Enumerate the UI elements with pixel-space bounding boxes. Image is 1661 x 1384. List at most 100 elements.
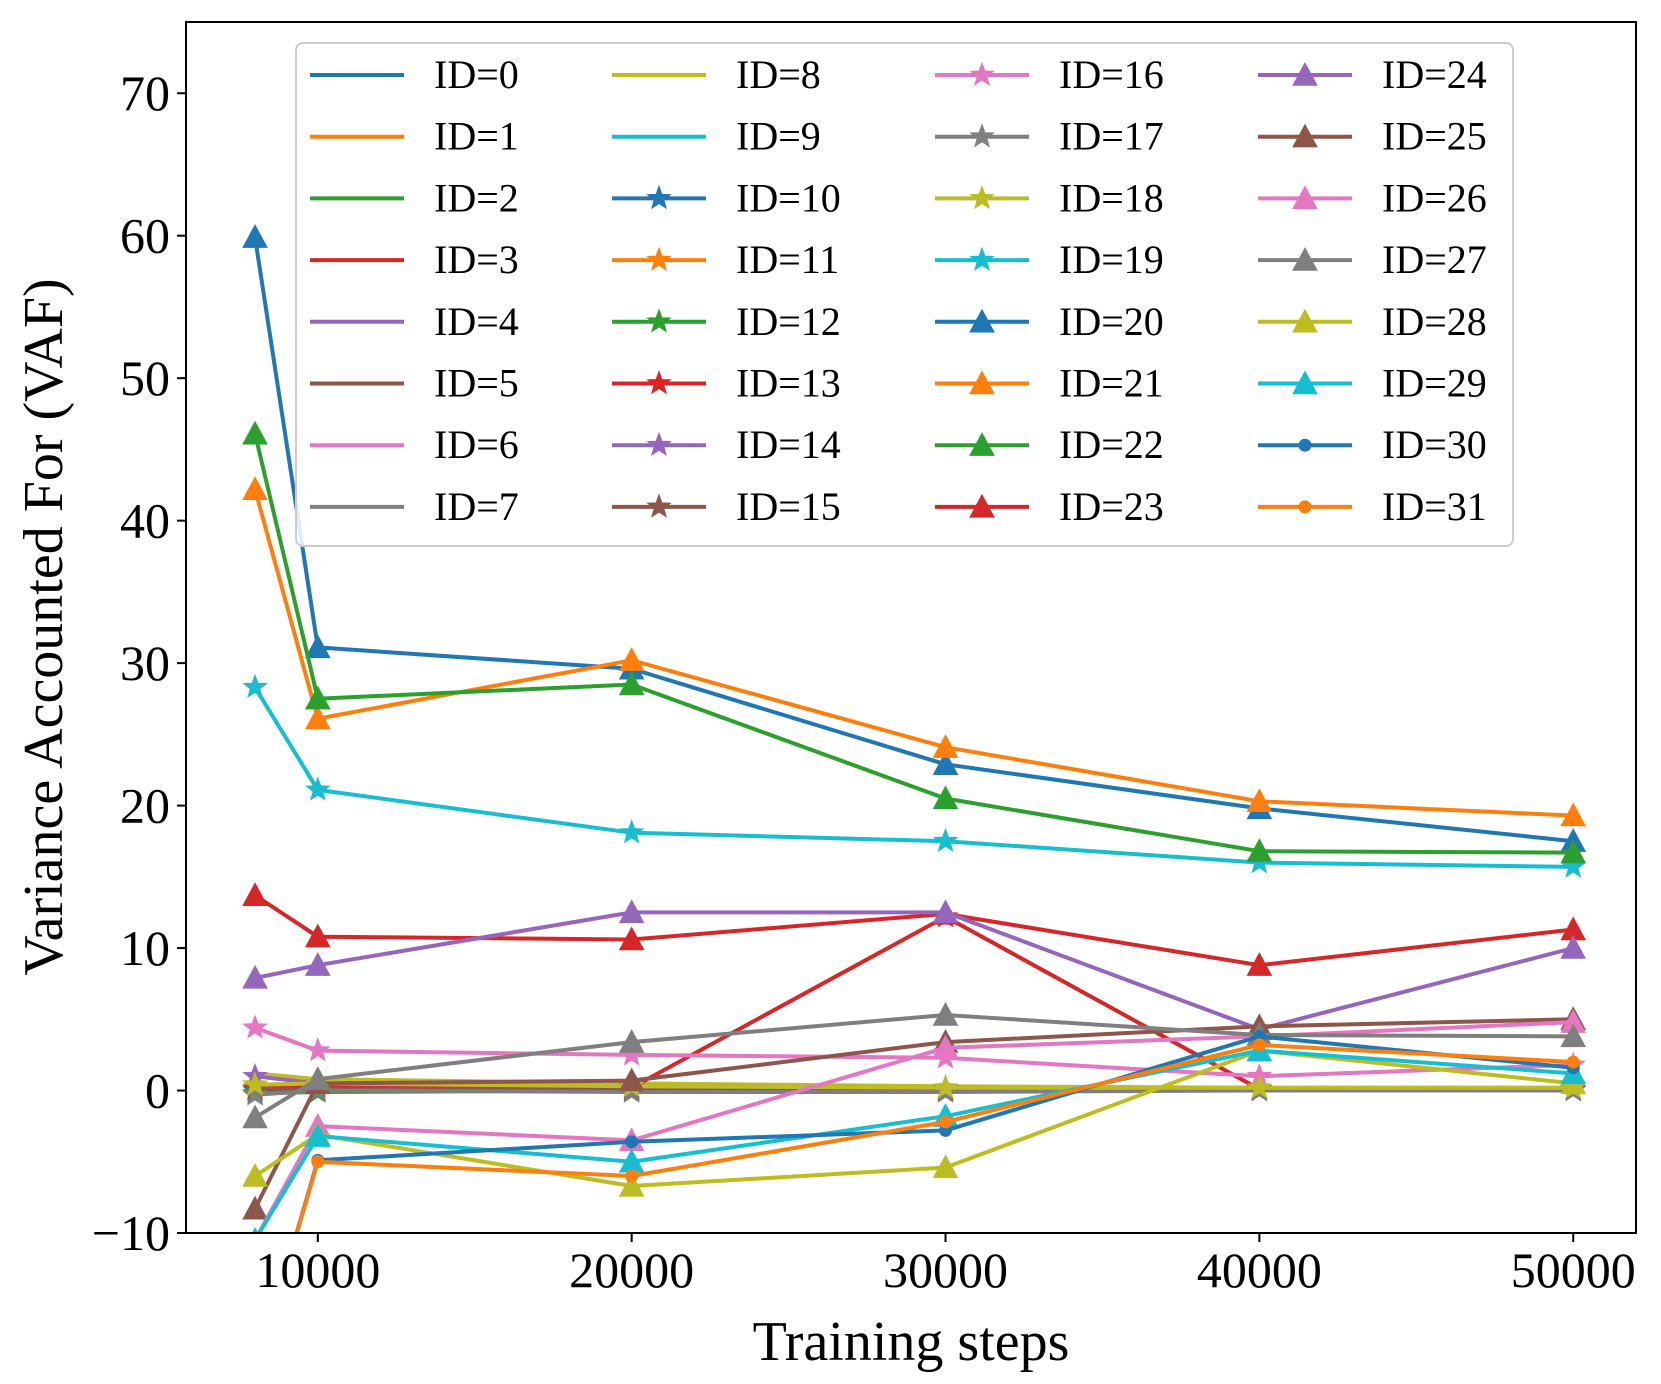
tick-layer: 10000 20000 30000 40000 50000 −10 0 10 20 30 40 50 6… [92,65,1636,1298]
series-line [256,1048,1574,1233]
legend-label: ID=2 [434,175,519,220]
legend-label: ID=14 [736,422,841,467]
data-point [1246,788,1273,813]
legend-item: ID=18 [935,175,1164,220]
data-point [242,1195,268,1220]
legend-swatch-marker [969,370,995,395]
data-point [242,1081,268,1106]
data-point [1252,1038,1266,1052]
legend-item: ID=28 [1258,299,1487,344]
data-point [618,671,645,696]
legend-label: ID=30 [1382,422,1487,467]
legend-swatch-marker [1292,247,1318,271]
data-point [618,1029,645,1053]
legend-swatch-marker [1292,61,1318,86]
legend-swatch-marker [969,432,995,456]
legend-item: ID=21 [935,361,1164,406]
legend-label: ID=19 [1059,237,1164,282]
legend-label: ID=24 [1382,52,1487,97]
legend-item: ID=19 [935,237,1164,282]
series-id-23 [242,882,1587,976]
legend-swatch-marker [1292,370,1318,395]
data-point [618,647,645,671]
series-line [254,910,1574,1032]
data-point [304,705,331,730]
series-id-31 [294,1038,1580,1233]
x-tick-label: 30000 [883,1242,1008,1298]
legend-item: ID=4 [310,299,519,344]
series-id-25 [242,1006,1587,1220]
legend-label: ID=4 [434,299,519,344]
x-tick-label: 40000 [1197,1242,1322,1298]
data-point [304,923,331,948]
legend-label: ID=7 [434,484,519,529]
legend-swatch-marker [646,493,672,518]
legend-item: ID=12 [612,299,841,344]
legend-swatch-marker [969,123,995,148]
data-point [242,964,268,989]
data-point [242,476,268,501]
legend-label: ID=1 [434,114,519,159]
data-point [304,952,331,976]
series-id-19 [242,673,1586,878]
series-line [253,433,1574,855]
data-point [618,926,645,951]
data-point [1246,1074,1273,1099]
data-point [625,1135,639,1149]
legend-label: ID=15 [736,484,841,529]
legend-item: ID=7 [310,484,519,529]
data-point [242,1071,268,1096]
data-point [1560,802,1587,827]
data-point [618,899,645,924]
data-point [1566,1055,1580,1069]
series-line [253,236,1574,844]
legend-item: ID=24 [1258,52,1487,97]
legend-item: ID=13 [612,361,841,406]
y-tick-label: 0 [145,1063,170,1119]
legend-label: ID=13 [736,361,841,406]
legend-swatch-marker [1292,123,1318,148]
legend-swatch-marker [646,184,672,210]
data-point [1560,1023,1587,1048]
data-point [939,1115,953,1129]
data-point [251,1227,259,1233]
x-tick-label: 50000 [1511,1242,1636,1298]
legend-label: ID=18 [1059,175,1164,220]
axes-frame [185,21,1637,1234]
legend-item: ID=6 [310,422,519,467]
legend-swatch-marker [969,308,995,333]
data-point [305,1037,331,1062]
legend-label: ID=25 [1382,114,1487,159]
series-id-22 [242,420,1587,864]
plot-frame [185,21,1637,1234]
data-point [625,1169,639,1183]
data-point [932,785,959,810]
y-tick-label: 60 [120,208,170,264]
series-id-29 [251,1037,1587,1233]
data-point [932,899,959,924]
legend-swatch-marker [969,61,995,86]
legend-label: ID=3 [434,237,519,282]
legend-item: ID=26 [1258,175,1487,220]
legend-item: ID=5 [310,361,519,406]
data-point [932,1154,959,1179]
series-line [294,1042,1574,1233]
legend-label: ID=26 [1382,175,1487,220]
data-point [242,1162,268,1187]
series-id-13 [242,903,1586,1100]
legend-label: ID=0 [434,52,519,97]
legend-label: ID=8 [736,52,821,97]
legend-label: ID=27 [1382,237,1487,282]
data-point [1246,952,1273,976]
legend-item: ID=11 [612,237,839,282]
data-point [249,1369,262,1382]
data-point [311,1155,325,1169]
data-point [242,420,268,445]
data-point [618,819,645,844]
legend-label: ID=31 [1382,484,1487,529]
data-point [932,1074,959,1099]
legend-label: ID=6 [434,422,519,467]
legend-item: ID=31 [1258,484,1487,529]
legend-item: ID=22 [935,422,1164,467]
legend-item: ID=10 [612,175,841,220]
